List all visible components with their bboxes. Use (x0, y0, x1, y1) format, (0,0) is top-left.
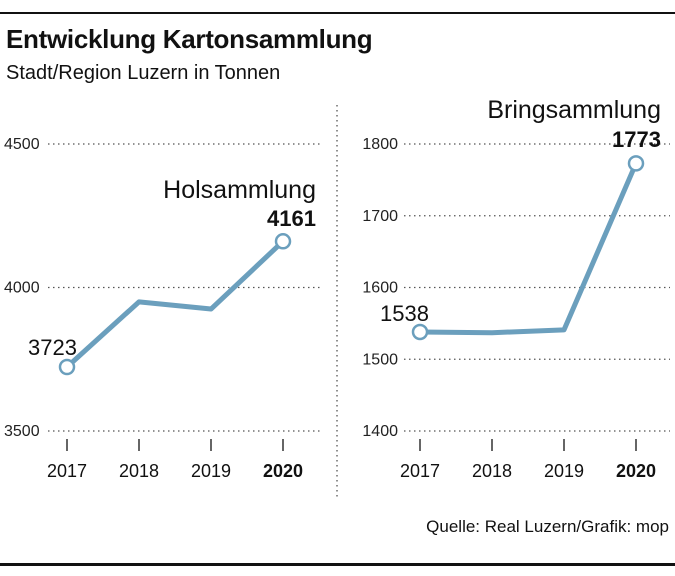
data-label: 4161 (267, 206, 316, 231)
top-rule (0, 12, 675, 14)
x-tick-label: 2019 (544, 461, 584, 481)
x-tick-label: 2018 (472, 461, 512, 481)
x-tick-label: 2020 (616, 461, 656, 481)
data-point-marker (274, 233, 292, 250)
data-point-marker (58, 358, 76, 376)
data-point-marker (411, 323, 429, 341)
series-line (64, 238, 286, 370)
y-tick-label: 4000 (4, 280, 40, 297)
y-tick-label: 1600 (362, 280, 398, 297)
y-tick-label: 1800 (362, 136, 398, 153)
source-note: Quelle: Real Luzern/Grafik: mop (426, 517, 669, 536)
data-label: 1773 (612, 127, 661, 152)
chart-title: Entwicklung Kartonsammlung (6, 24, 373, 54)
data-point-marker (627, 155, 645, 172)
data-label: 3723 (28, 335, 77, 360)
y-tick-label: 4500 (4, 136, 40, 153)
y-tick-label: 1400 (362, 423, 398, 440)
chart-subtitle: Stadt/Region Luzern in Tonnen (6, 62, 281, 84)
series-name: Bringsammlung (487, 96, 661, 124)
holsammlung-panel: 3500 4000 4500 2017 2018 2019 2020 3723 4161Hols… (4, 136, 322, 481)
y-tick-label: 1700 (362, 208, 398, 225)
series-name: Holsammlung (163, 176, 316, 204)
bringsammlung-panel: 1400 1500 1600 1700 1800 2017 2018 2019 2020 1538… (362, 96, 670, 481)
y-tick-label: 3500 (4, 423, 40, 440)
x-tick-label: 2017 (400, 461, 440, 481)
data-label: 1538 (380, 301, 429, 326)
x-tick-label: 2020 (263, 461, 303, 481)
x-tick-label: 2017 (47, 461, 87, 481)
series-line (417, 160, 639, 336)
x-tick-label: 2019 (191, 461, 231, 481)
y-tick-label: 1500 (362, 351, 398, 368)
x-tick-label: 2018 (119, 461, 159, 481)
bottom-rule (0, 563, 675, 566)
